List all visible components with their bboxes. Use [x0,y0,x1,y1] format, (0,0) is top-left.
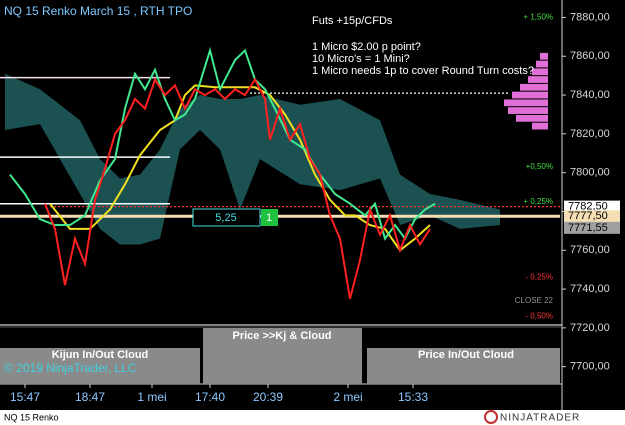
level-label: CLOSE 22 [515,296,554,305]
profile-bar [512,91,548,99]
series-line [44,77,431,300]
y-tick-label: 7740,00 [570,283,610,295]
panel-label: Price >>Kj & Cloud [232,330,331,342]
panel-label: Kijun In/Out Cloud [52,349,149,361]
series-line [9,46,436,241]
count-box [261,209,278,226]
chart-title: NQ 15 Renko March 15 , RTH TPO [4,4,192,18]
y-tick-label: 7820,00 [570,128,610,140]
annotation: Futs +15p/CFDs [312,15,393,27]
profile-bar [520,83,548,91]
level-label: - 0,25% [525,273,553,282]
profile-bar [516,114,548,122]
y-tick-label: 7760,00 [570,244,610,256]
x-tick-label: 15:47 [10,390,40,404]
y-tick-label: 7800,00 [570,167,610,179]
profile-bar [504,99,548,107]
value-box [192,208,261,227]
price-marker [564,210,620,223]
level-label: + 0,25% [523,197,553,206]
plot-area [0,46,560,300]
price-marker [564,200,620,213]
y-tick-label: 7720,00 [570,322,610,334]
y-tick-label: 7880,00 [570,11,610,23]
value-box-text: 5,25 [215,212,236,224]
cloud [5,73,500,245]
profile-bar [532,122,548,130]
x-tick-label: 20:39 [253,390,283,404]
profile-bar [536,60,548,68]
annotation: 10 Micro's = 1 Mini? [312,53,410,65]
x-tick-label: 18:47 [75,390,105,404]
profile-bar [508,107,548,114]
panel-box [367,348,560,384]
profile-bar [540,52,548,60]
x-tick-label: 15:33 [398,390,428,404]
y-tick-label: 7840,00 [570,89,610,101]
series-line [49,84,431,252]
price-marker-label: 7777,50 [568,210,608,222]
level-label: - 0,50% [525,311,553,320]
x-tick-label: 1 mei [137,390,166,404]
y-tick-label: 7700,00 [570,361,610,373]
price-marker-label: 7782,50 [568,201,608,213]
logo: NINJATRADER [500,413,580,424]
panel-label: Price In/Out Cloud [418,349,514,361]
price-marker-label: 7771,55 [568,222,608,234]
count-box-text: 1 [266,212,272,224]
level-label: +0,50% [526,162,553,171]
y-tick-label: 7860,00 [570,50,610,62]
x-tick-label: 2 mei [333,390,362,404]
logo-icon [484,410,498,424]
annotation: 1 Micro $2.00 p point? [312,41,421,53]
status-bar [0,410,625,425]
x-tick-label: 17:40 [195,390,225,404]
price-marker [564,221,620,234]
copyright: © 2019 NinjaTrader, LLC [4,361,137,375]
profile-bar [532,68,548,76]
profile-bar [528,76,548,83]
panel-box [203,328,362,384]
panel-box [0,348,200,384]
level-label: + 1,50% [523,13,553,22]
annotation: 1 Micro needs 1p to cover Round Turn cos… [312,65,534,77]
instrument-label: NQ 15 Renko [4,412,59,422]
